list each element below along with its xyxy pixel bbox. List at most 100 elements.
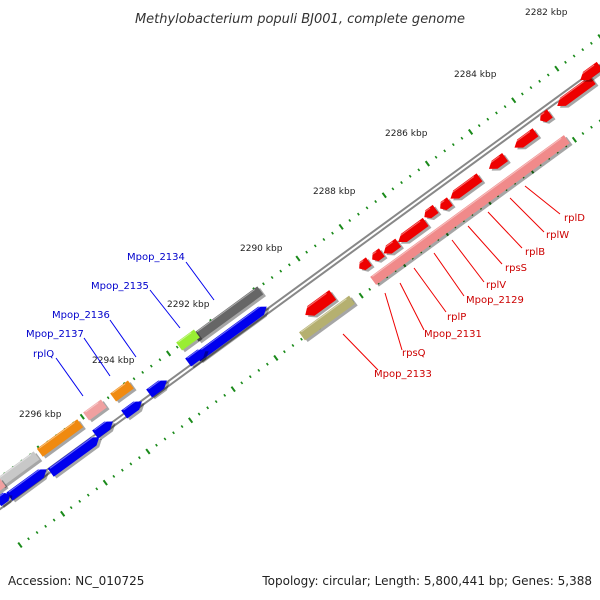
outer-tick (262, 282, 265, 286)
gene-ribosomal-light-band[interactable] (370, 134, 573, 287)
inner-tick (273, 354, 279, 361)
gene-label-rplq[interactable]: rplQ (33, 349, 54, 360)
outer-tick (486, 117, 490, 121)
gene-label-rplp[interactable]: rplP (447, 312, 466, 323)
inner-tick (257, 368, 261, 372)
gene-orange-2[interactable] (36, 418, 86, 459)
outer-tick (443, 149, 447, 153)
gene-label-mpop-2136[interactable]: Mpop_2136 (52, 310, 110, 321)
right-callouts: rplD rplW rplB rpsS rplV Mpop_2129 rplP … (342, 185, 585, 380)
gene-features (0, 61, 600, 508)
outer-tick (460, 136, 464, 140)
gene-rplq[interactable] (83, 399, 110, 423)
outer-tick (338, 223, 344, 230)
outer-tick (356, 212, 360, 216)
gene-mpop-2133-olive[interactable] (299, 295, 358, 343)
inner-tick (282, 350, 286, 354)
gene-label-mpop-2135[interactable]: Mpop_2135 (91, 281, 149, 292)
inner-tick (155, 443, 158, 447)
inner-tick (598, 119, 600, 123)
gene-mpop-2136[interactable] (176, 329, 203, 353)
gene-blue-5[interactable] (6, 465, 52, 503)
gene-label-rplw[interactable]: rplW (546, 230, 569, 241)
gene-label-rpss[interactable]: rpsS (505, 263, 527, 274)
gene-blue-6[interactable] (0, 489, 15, 508)
gene-rplc[interactable] (537, 109, 556, 127)
outer-tick (132, 377, 136, 381)
gene-rpsq[interactable] (356, 257, 375, 275)
gene-label-rpld[interactable]: rplD (564, 213, 585, 224)
ruler-labels: 2282 kbp 2284 kbp 2286 kbp 2288 kbp 2290… (19, 8, 568, 420)
gene-label-mpop-2133[interactable]: Mpop_2133 (374, 369, 432, 380)
gene-label-mpop-2131[interactable]: Mpop_2131 (424, 329, 482, 340)
left-callouts: Mpop_2134 Mpop_2135 Mpop_2136 Mpop_2137 … (26, 252, 215, 397)
outer-tick (520, 92, 524, 96)
outer-tick (381, 192, 387, 199)
gene-rplv[interactable] (421, 204, 442, 223)
outer-tick (589, 41, 593, 45)
outer-tick (564, 60, 567, 64)
gene-rpld[interactable] (512, 128, 542, 155)
gene-rplp[interactable] (381, 238, 404, 260)
gene-rplw[interactable] (486, 152, 511, 175)
gene-label-mpop-2137[interactable]: Mpop_2137 (26, 329, 84, 340)
outer-tick (287, 263, 291, 267)
inner-tick (129, 462, 133, 466)
outer-tick (546, 73, 550, 77)
inner-tick (180, 425, 184, 429)
outer-tick (451, 143, 455, 147)
outer-tick (477, 124, 481, 128)
gene-orange-1[interactable] (110, 380, 137, 404)
outer-tick (322, 237, 326, 242)
inner-tick (69, 506, 73, 510)
inner-tick (60, 510, 66, 517)
gene-rpss[interactable] (437, 197, 456, 215)
gene-mpop-2137[interactable] (185, 345, 211, 369)
outer-tick (270, 275, 274, 280)
outer-tick (467, 128, 474, 135)
outer-tick (141, 370, 145, 374)
outer-tick (391, 187, 395, 191)
outer-tick (295, 255, 301, 262)
gene-label-mpop-2134[interactable]: Mpop_2134 (127, 252, 185, 263)
outer-tick (511, 97, 517, 104)
outer-tick (305, 250, 309, 254)
outer-tick (417, 168, 421, 172)
inner-tick (300, 337, 303, 341)
gene-blue-1[interactable] (146, 376, 172, 400)
gene-grey-2[interactable] (0, 451, 43, 489)
inner-tick (120, 468, 124, 472)
outer-tick (554, 65, 560, 72)
gene-label-rplv[interactable]: rplV (486, 280, 506, 291)
gene-mpop-2134[interactable] (192, 286, 266, 344)
gene-label-rplb[interactable]: rplB (525, 247, 545, 258)
outer-tick (495, 111, 498, 115)
gene-mpop-2133[interactable] (302, 289, 340, 322)
inner-tick (230, 386, 236, 393)
inner-tick (27, 537, 30, 541)
gene-pink-edge[interactable] (0, 478, 9, 496)
inner-tick (248, 375, 252, 379)
inner-tick (112, 474, 116, 478)
ruler-label-2284: 2284 kbp (454, 70, 497, 80)
gene-mpop-2131[interactable] (369, 248, 388, 266)
genome-summary-text: Topology: circular; Length: 5,800,441 bp… (261, 574, 592, 588)
gene-label-rpsq[interactable]: rpsQ (402, 348, 426, 359)
ruler-label-2294: 2294 kbp (92, 356, 135, 366)
gene-rplb[interactable] (448, 173, 486, 205)
gene-mpop-2135[interactable] (194, 302, 272, 364)
gene-rpsj[interactable] (554, 75, 599, 112)
outer-tick (158, 358, 162, 362)
inner-tick (197, 412, 201, 416)
inner-tick (95, 487, 99, 491)
outer-tick (581, 48, 585, 52)
inner-tick (265, 362, 269, 366)
ruler-label-2292: 2292 kbp (167, 300, 210, 310)
outer-tick (572, 54, 576, 58)
gene-label-mpop-2129[interactable]: Mpop_2129 (466, 295, 524, 306)
gene-blue-4[interactable] (47, 433, 105, 480)
gene-blue-3[interactable] (92, 417, 118, 441)
inner-tick (172, 431, 175, 435)
gene-mpop-2129[interactable] (395, 217, 432, 248)
gene-blue-2[interactable] (121, 397, 147, 421)
